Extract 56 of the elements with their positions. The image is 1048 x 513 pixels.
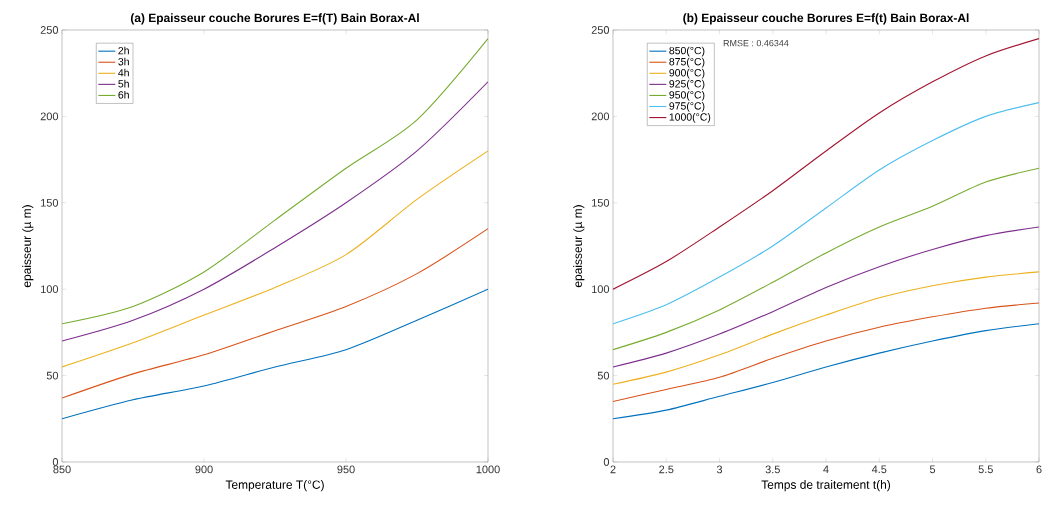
line-series: [62, 288, 489, 420]
legend-label: 975(°C): [669, 101, 705, 112]
x-tick-label: 4: [823, 465, 829, 474]
x-tick-label: 6: [1036, 465, 1042, 474]
x-tick-label: 3: [716, 465, 723, 474]
line-series: [613, 302, 1040, 403]
x-tick-label: 5: [929, 465, 936, 474]
line-series: [613, 226, 1040, 368]
legend-label: 875(°C): [669, 57, 705, 68]
line-series: [62, 150, 489, 368]
x-tick-label: 900: [195, 465, 213, 474]
y-tick-label: 50: [597, 371, 610, 380]
x-axis-title: Temperature T(°C): [225, 480, 324, 492]
y-tick-label: 100: [592, 285, 610, 294]
y-tick-label: 100: [41, 285, 59, 294]
y-tick-label: 0: [52, 458, 59, 466]
line-series: [613, 271, 1040, 385]
line-series: [62, 81, 489, 342]
x-tick-label: 5.5: [978, 465, 993, 474]
x-tick-label: 4.5: [871, 465, 887, 474]
legend-label: 6h: [118, 90, 129, 99]
y-tick-label: 150: [41, 198, 59, 207]
x-tick-label: 950: [337, 465, 355, 474]
line-series: [613, 38, 1040, 290]
x-tick-label: 850: [53, 465, 71, 474]
line-series: [62, 38, 489, 325]
legend-label: 3h: [118, 57, 129, 66]
y-tick-label: 200: [40, 112, 59, 121]
legend-label: 2h: [118, 46, 129, 55]
annotation: RMSE : 0.46344: [723, 39, 789, 47]
legend-label: 925(°C): [669, 79, 705, 90]
x-axis-title: Temps de traitement t(h): [761, 480, 891, 492]
x-tick-label: 2.5: [659, 465, 674, 474]
legend-label: 850(°C): [669, 46, 705, 57]
legend-label: 1000(°C): [669, 113, 711, 123]
chart-title: (b) Epaisseur couche Borures E=f(t) Bain Borax-Al: [683, 13, 969, 25]
chart-title: (a) Epaisseur couche Borures E=f(T) Bain Borax-Al: [130, 13, 419, 25]
y-tick-label: 250: [40, 26, 59, 34]
line-series: [613, 167, 1040, 351]
y-axis-title: epaisseur (µ m): [573, 205, 585, 288]
y-tick-label: 0: [603, 458, 610, 466]
line-series: [613, 323, 1040, 420]
y-tick-label: 50: [46, 371, 59, 380]
line-series: [613, 102, 1040, 325]
y-axis-title: epaisseur (µ m): [22, 205, 34, 288]
x-tick-label: 2: [610, 465, 616, 474]
y-tick-label: 150: [592, 198, 610, 207]
legend-label: 4h: [118, 68, 129, 77]
legend-label: 950(°C): [669, 90, 705, 101]
legend-label: 5h: [118, 79, 129, 88]
y-tick-label: 250: [591, 26, 610, 34]
x-tick-label: 3.5: [765, 465, 780, 474]
x-tick-label: 1000: [476, 465, 500, 474]
line-series: [62, 228, 489, 399]
legend-label: 900(°C): [669, 68, 705, 79]
y-tick-label: 200: [591, 112, 610, 121]
